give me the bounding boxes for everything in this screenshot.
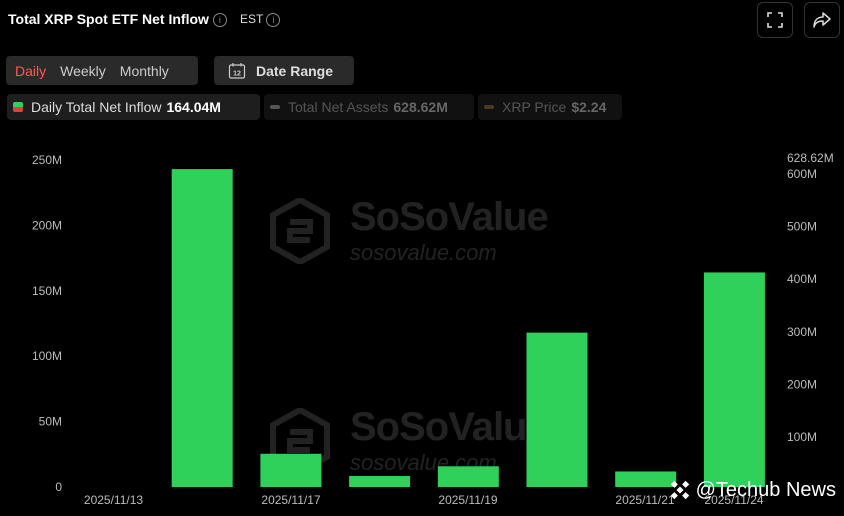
legend-assets[interactable]: Total Net Assets 628.62M [264,94,474,120]
x-tick-label: 2025/11/21 [615,493,674,507]
timezone-selector[interactable]: EST i [240,12,281,27]
y-left-tick-label: 200M [32,218,62,232]
chart-title-text: Total XRP Spot ETF Net Inflow [8,11,209,27]
share-button[interactable] [804,2,840,38]
bar [260,453,322,487]
y-left-tick-label: 150M [32,284,62,298]
date-range-button[interactable]: 12 Date Range [214,56,354,85]
bar [703,272,765,487]
y-left-tick-label: 50M [39,415,62,429]
period-monthly[interactable]: Monthly [119,62,169,79]
legend-inflow-value: 164.04M [166,99,221,115]
inflow-swatch-icon [13,102,23,112]
credit-text: @Techub News [695,478,836,501]
legend-price-label: XRP Price [502,99,567,115]
timezone-info-icon[interactable]: i [266,12,281,27]
bar [349,476,411,487]
credit-watermark: @Techub News [668,478,836,502]
x-tick-label: 2025/11/13 [84,493,143,507]
y-right-tick-label: 600M [787,167,817,181]
period-weekly[interactable]: Weekly [60,62,106,79]
assets-line-icon [270,105,280,109]
y-axis-left: 250M 200M 150M 100M 50M 0 [32,153,62,494]
watermark-top: SoSoValue sosovalue.com [270,195,549,266]
period-daily[interactable]: Daily [15,62,47,79]
bar [437,466,499,487]
legend-assets-label: Total Net Assets [288,99,389,115]
y-right-tick-label: 500M [787,220,817,234]
x-tick-label: 2025/11/19 [438,493,497,507]
y-left-tick-label: 250M [32,153,62,167]
chart-title: Total XRP Spot ETF Net Inflow i [8,11,227,28]
y-right-tick-label: 100M [787,430,817,444]
x-tick-label: 2025/11/24 [704,493,763,507]
y-right-max-label: 628.62M [787,151,834,165]
legend-price-value: $2.24 [571,99,607,115]
y-left-tick-label: 0 [55,480,62,494]
bar [171,169,233,487]
calendar-icon: 12 [228,62,246,79]
calendar-day: 12 [233,70,241,77]
y-right-tick-label: 300M [787,325,817,339]
fullscreen-button[interactable] [757,2,793,38]
watermark-brand: SoSoValue [350,405,549,449]
fullscreen-icon [767,12,783,28]
date-range-label: Date Range [256,62,334,79]
binance-logo-icon [670,480,689,500]
y-right-tick-label: 400M [787,272,817,286]
y-right-tick-label: 200M [787,377,817,391]
price-line-icon [484,105,494,109]
timezone-label: EST [240,12,264,26]
bar [526,332,588,487]
legend-price[interactable]: XRP Price $2.24 [478,94,622,120]
bar-series [171,169,765,487]
legend-inflow[interactable]: Daily Total Net Inflow 164.04M [7,94,260,120]
share-icon [813,12,831,28]
sosovalue-logo-icon [270,197,330,264]
info-icon[interactable]: i [212,13,227,28]
y-left-tick-label: 100M [32,349,62,363]
legend-assets-value: 628.62M [393,99,448,115]
y-axis-right: 600M 500M 400M 300M 200M 100M 628.62M [787,151,834,444]
watermark-site: sosovalue.com [350,240,497,265]
x-tick-label: 2025/11/17 [261,493,320,507]
bar [615,471,677,487]
watermark-bottom: SoSoValue sosovalue.com [270,405,549,476]
legend-inflow-label: Daily Total Net Inflow [31,99,162,115]
watermark-brand: SoSoValue [350,195,549,239]
x-axis: 2025/11/13 2025/11/17 2025/11/19 2025/11/21… [84,493,764,507]
period-toggle: Daily Weekly Monthly [6,56,198,85]
